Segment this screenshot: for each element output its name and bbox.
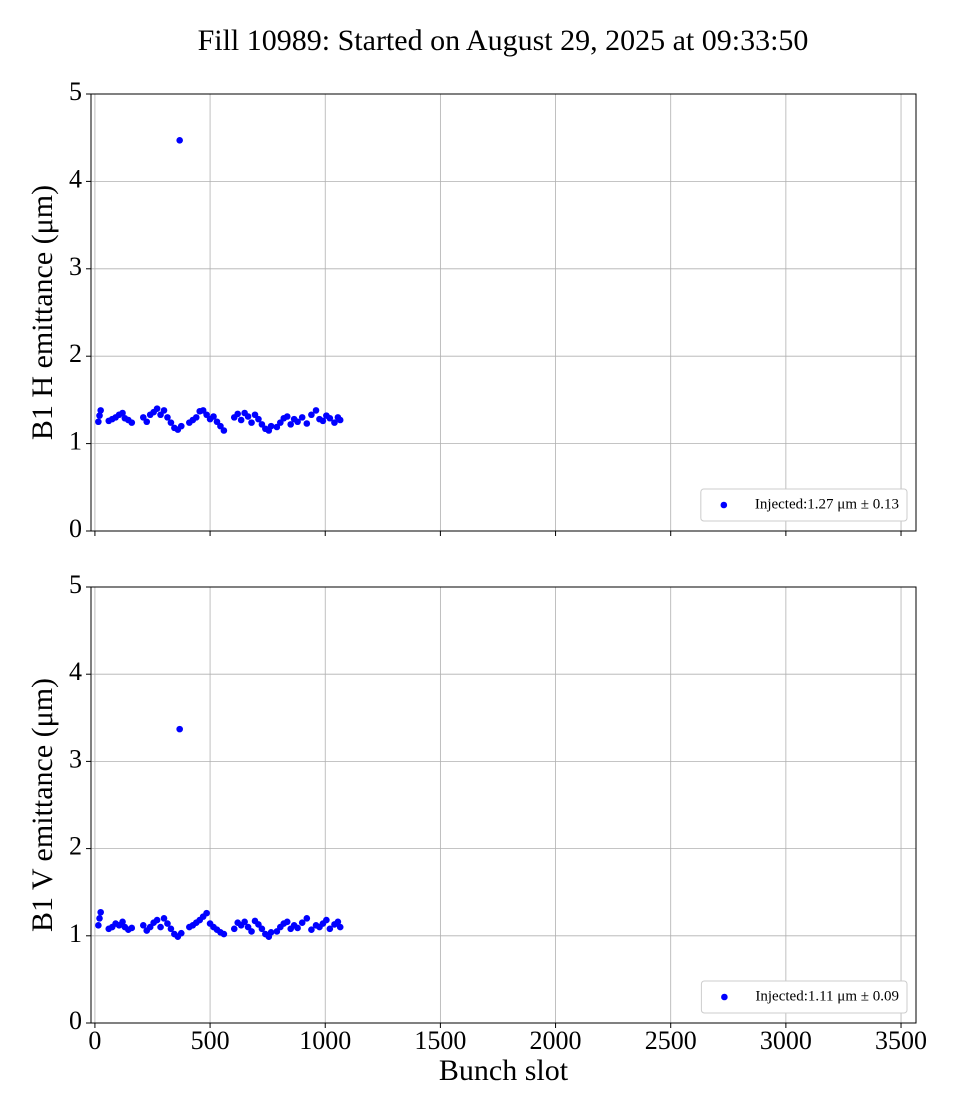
data-point <box>334 918 342 926</box>
y-axis-label: B1 V emittance (μm) <box>26 678 59 932</box>
x-tick-label: 3500 <box>875 1026 927 1055</box>
data-point <box>248 928 255 935</box>
data-point <box>294 418 301 426</box>
data-point <box>157 923 164 931</box>
x-axis-label: Bunch slot <box>439 1054 569 1087</box>
data-point <box>139 922 147 929</box>
data-point <box>167 419 175 426</box>
plot-frame <box>90 586 917 1024</box>
data-point <box>336 923 344 931</box>
data-point <box>283 918 291 926</box>
data-point <box>128 924 136 932</box>
data-point <box>119 918 126 926</box>
data-point <box>294 924 301 932</box>
data-point <box>153 405 161 412</box>
legend-box <box>700 488 908 522</box>
data-point <box>237 416 245 424</box>
data-point <box>298 919 306 927</box>
legend-marker <box>721 993 728 1001</box>
y-tick-label: 4 <box>69 164 82 193</box>
data-point <box>192 414 200 421</box>
data-point <box>234 410 242 418</box>
data-point <box>119 409 126 417</box>
y-tick-label: 2 <box>69 832 82 861</box>
y-tick-label: 0 <box>69 514 82 543</box>
data-point <box>230 925 238 933</box>
data-point <box>97 908 104 916</box>
data-point <box>336 416 344 424</box>
data-point <box>220 427 228 434</box>
data-point <box>308 926 315 933</box>
y-tick-label: 5 <box>69 570 82 599</box>
x-tick-label: 0 <box>88 1026 101 1055</box>
data-point <box>326 925 334 933</box>
data-point <box>298 414 306 421</box>
data-point <box>319 417 327 425</box>
y-tick-label: 0 <box>69 1006 82 1035</box>
data-point <box>167 925 175 933</box>
x-tick-label: 2500 <box>645 1026 697 1055</box>
data-point <box>128 419 136 426</box>
legend: Injected:1.27 μm ± 0.13 <box>700 488 908 522</box>
y-axis-label: B1 H emittance (μm) <box>26 185 59 440</box>
data-point <box>203 909 210 917</box>
data-point <box>248 419 255 426</box>
data-point <box>96 412 103 419</box>
legend-label: Injected:1.11 μm ± 0.09 <box>755 988 899 1004</box>
data-point <box>255 415 262 423</box>
data-point <box>143 418 151 426</box>
data-point <box>176 725 183 733</box>
y-tick-label: 4 <box>69 657 82 686</box>
data-point <box>267 929 275 936</box>
x-tick-label: 3000 <box>760 1026 812 1055</box>
data-point <box>164 920 171 927</box>
data-point <box>303 915 311 922</box>
data-point <box>241 918 248 926</box>
x-tick-label: 1000 <box>299 1026 351 1055</box>
data-point <box>331 419 338 426</box>
data-point <box>95 418 102 426</box>
data-point <box>177 929 185 937</box>
legend-label: Injected:1.27 μm ± 0.13 <box>755 496 899 512</box>
data-point <box>283 413 291 420</box>
data-point <box>95 922 102 929</box>
x-tick-label: 500 <box>191 1026 230 1055</box>
y-tick-label: 1 <box>69 919 82 948</box>
data-point <box>244 413 252 420</box>
legend-marker <box>720 501 728 509</box>
figure-title: Fill 10989: Started on August 29, 2025 a… <box>198 24 809 57</box>
data-point <box>312 407 320 414</box>
data-point <box>308 411 315 419</box>
data-point <box>210 413 217 420</box>
legend: Injected:1.11 μm ± 0.09 <box>700 980 908 1014</box>
data-point <box>220 930 228 938</box>
data-point <box>287 421 294 428</box>
data-point <box>258 925 266 933</box>
data-point <box>96 915 103 922</box>
y-tick-label: 2 <box>69 339 82 368</box>
data-point <box>303 420 311 427</box>
data-point <box>160 915 168 922</box>
x-tick-label: 2000 <box>530 1026 582 1055</box>
x-tick-label: 1500 <box>414 1026 466 1055</box>
plot-frame <box>90 93 917 532</box>
y-tick-label: 5 <box>69 77 82 106</box>
data-point <box>267 422 275 430</box>
data-point <box>323 916 330 924</box>
data-point <box>160 407 168 414</box>
data-point <box>164 414 171 421</box>
y-tick-label: 3 <box>69 744 82 773</box>
data-point <box>326 414 334 422</box>
y-tick-label: 3 <box>69 252 82 281</box>
data-point <box>176 137 183 144</box>
data-point <box>177 422 185 430</box>
data-point <box>97 407 104 414</box>
y-tick-label: 1 <box>69 427 82 456</box>
legend-box <box>700 980 908 1014</box>
data-point <box>153 916 161 924</box>
